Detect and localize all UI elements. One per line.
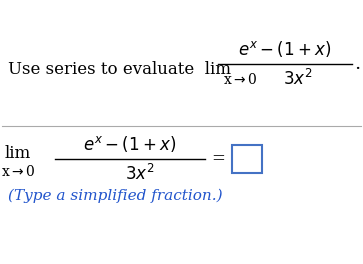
FancyBboxPatch shape [232, 145, 262, 173]
Text: =: = [211, 150, 225, 167]
Text: .: . [354, 55, 360, 73]
Text: $e^x - (1 + x)$: $e^x - (1 + x)$ [238, 39, 332, 59]
Text: lim: lim [5, 145, 31, 163]
Text: $e^x - (1 + x)$: $e^x - (1 + x)$ [83, 134, 177, 154]
Text: $3x^2$: $3x^2$ [283, 69, 313, 89]
Text: x$\rightarrow$0: x$\rightarrow$0 [223, 72, 257, 87]
Text: (Type a simplified fraction.): (Type a simplified fraction.) [8, 189, 223, 203]
Text: Use series to evaluate  lim: Use series to evaluate lim [8, 60, 231, 78]
Text: x$\rightarrow$0: x$\rightarrow$0 [1, 164, 35, 180]
Text: $3x^2$: $3x^2$ [125, 164, 155, 184]
